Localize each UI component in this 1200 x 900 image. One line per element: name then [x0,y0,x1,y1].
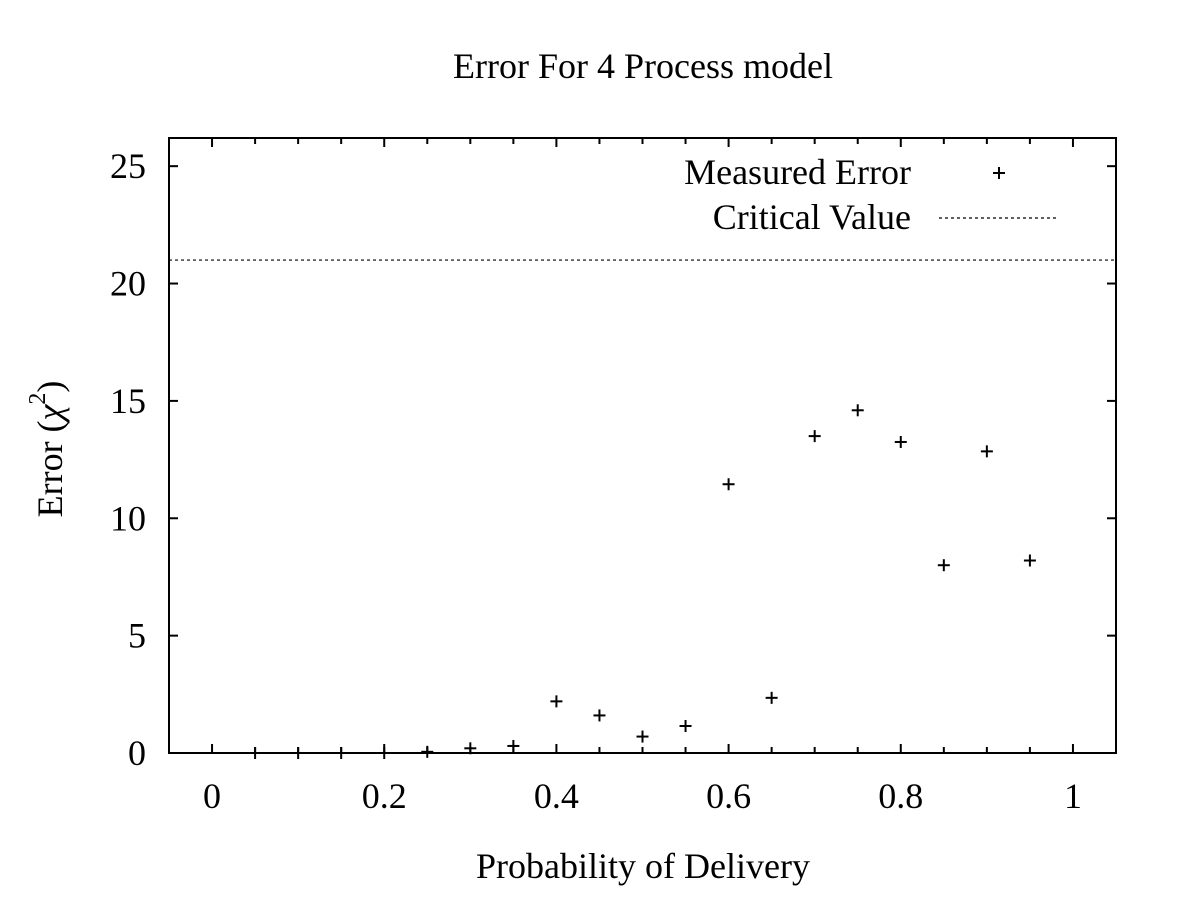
data-point [507,739,520,752]
data-point [421,745,434,758]
x-tick-label: 0.2 [362,776,407,816]
data-point [765,691,778,704]
y-tick-label: 10 [110,498,146,538]
x-tick-label: 0 [203,776,221,816]
data-point [851,404,864,417]
data-point [636,730,649,743]
y-tick-label: 0 [128,733,146,773]
data-point [335,747,348,759]
chart-title: Error For 4 Process model [453,46,833,86]
legend-label-measured: Measured Error [684,152,911,192]
y-tick-label: 5 [128,616,146,656]
data-point [1023,554,1036,567]
y-tick-label: 20 [110,264,146,304]
legend-label-critical: Critical Value [713,197,911,237]
x-tick-label: 0.4 [534,776,579,816]
x-axis-label: Probability of Delivery [476,846,810,886]
x-tick-label: 0.6 [706,776,751,816]
y-tick-label: 25 [110,146,146,186]
data-point [980,445,993,458]
legend-marker-measured [993,167,1005,179]
data-point [722,478,735,491]
data-point [894,435,907,448]
data-point [593,709,606,722]
data-point [292,747,305,759]
y-tick-label: 15 [110,381,146,421]
data-point [937,559,950,572]
data-point [464,742,477,755]
x-tick-label: 1 [1064,776,1082,816]
data-point [808,430,821,443]
data-point [378,747,391,759]
data-point [550,695,563,708]
data-point [679,720,692,733]
x-tick-label: 0.8 [878,776,923,816]
legend: Measured Error Critical Value [684,152,1058,237]
plot-frame [168,137,1117,754]
data-point [249,747,262,759]
